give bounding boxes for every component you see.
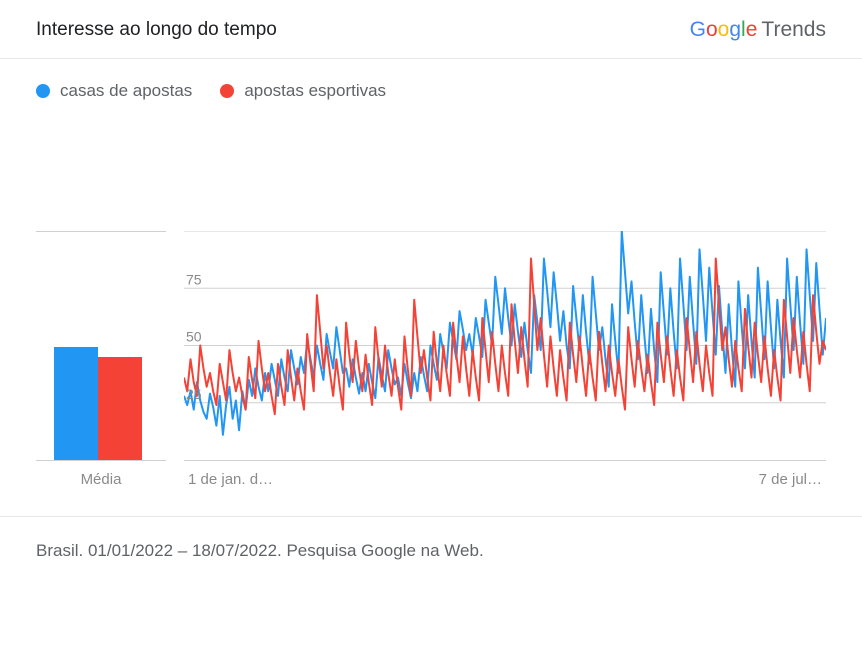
svg-text:75: 75 [186, 271, 202, 287]
line-chart-panel: 255075100 1 de jan. d… 7 de jul… [184, 231, 826, 488]
legend-item: casas de apostas [36, 81, 192, 101]
footer: Brasil. 01/01/2022 – 18/07/2022. Pesquis… [0, 516, 862, 561]
x-end-label: 7 de jul… [759, 471, 822, 488]
x-axis-labels: 1 de jan. d… 7 de jul… [184, 471, 826, 488]
legend-label: apostas esportivas [244, 81, 386, 101]
svg-text:25: 25 [186, 386, 202, 402]
legend-dot-icon [36, 84, 50, 98]
legend-label: casas de apostas [60, 81, 192, 101]
x-start-label: 1 de jan. d… [188, 471, 273, 488]
chart-area: Média 255075100 1 de jan. d… 7 de jul… [0, 111, 862, 488]
svg-text:50: 50 [186, 329, 202, 345]
average-label: Média [36, 471, 166, 488]
google-trends-logo: Google Trends [690, 18, 826, 42]
logo-trends-text: Trends [761, 18, 826, 42]
legend-item: apostas esportivas [220, 81, 386, 101]
average-panel: Média [36, 231, 166, 488]
avg-bar [54, 347, 98, 460]
footer-text: Brasil. 01/01/2022 – 18/07/2022. Pesquis… [36, 541, 826, 561]
line-chart-svg: 255075100 [184, 231, 826, 461]
chart-legend: casas de apostas apostas esportivas [0, 59, 862, 111]
avg-bar [98, 357, 142, 461]
page-title: Interesse ao longo do tempo [36, 19, 277, 41]
legend-dot-icon [220, 84, 234, 98]
average-bars [36, 231, 166, 461]
header: Interesse ao longo do tempo Google Trend… [0, 0, 862, 59]
